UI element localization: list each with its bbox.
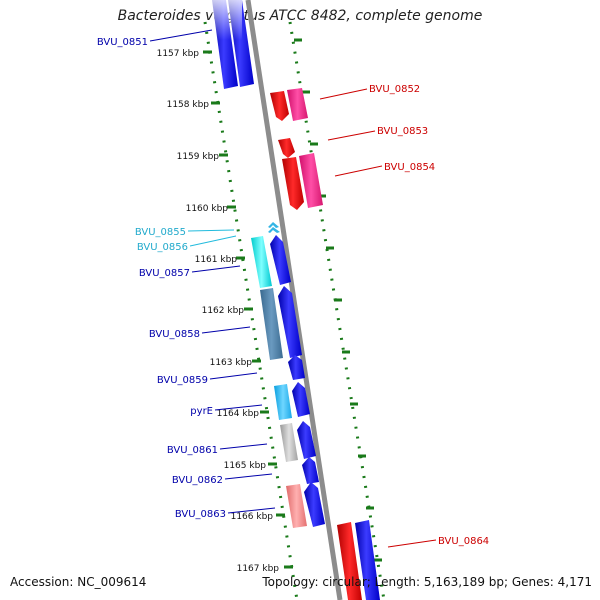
- gene-label[interactable]: BVU_0854: [384, 162, 435, 173]
- gene-feature[interactable]: [278, 138, 295, 158]
- tick-label: 1161 kbp: [195, 255, 238, 265]
- gene-feature[interactable]: [274, 384, 292, 420]
- gene-label[interactable]: BVU_0863: [175, 509, 226, 520]
- cyan-labels: BVU_0855 BVU_0856: [135, 227, 237, 253]
- tick-label: 1159 kbp: [177, 152, 220, 162]
- gene-feature[interactable]: [302, 457, 319, 484]
- gene-feature[interactable]: [270, 235, 291, 285]
- gene-feature[interactable]: [292, 382, 310, 417]
- gene-feature[interactable]: [355, 520, 380, 600]
- forward-strand-features: [270, 88, 323, 210]
- gene-feature[interactable]: [280, 423, 298, 462]
- forward-labels: BVU_0852 BVU_0853 BVU_0854 BVU_0864: [319, 84, 489, 548]
- reverse-labels: BVU_0851 BVU_0857 BVU_0858 BVU_0859 pyrE…: [97, 29, 276, 520]
- gene-label[interactable]: BVU_0858: [149, 329, 200, 340]
- gene-feature[interactable]: [282, 157, 304, 210]
- tick-label: 1162 kbp: [202, 306, 245, 316]
- tick-label: 1166 kbp: [231, 512, 274, 522]
- kbp-tick-labels: 1157 kbp 1158 kbp 1159 kbp 1160 kbp 1161…: [157, 49, 280, 574]
- gene-label[interactable]: BVU_0855: [135, 227, 186, 238]
- tick-label: 1157 kbp: [157, 49, 200, 59]
- gene-feature[interactable]: [251, 236, 272, 288]
- tick-label: 1167 kbp: [237, 564, 280, 574]
- gene-feature[interactable]: [270, 91, 289, 121]
- gene-label[interactable]: BVU_0853: [377, 126, 428, 137]
- gene-feature[interactable]: [286, 484, 307, 528]
- gene-feature[interactable]: [337, 522, 362, 600]
- right-major-ticks: [294, 38, 382, 562]
- gene-feature[interactable]: [278, 286, 302, 358]
- gene-feature[interactable]: [268, 227, 280, 233]
- gene-feature[interactable]: [268, 222, 279, 228]
- gene-feature[interactable]: [288, 355, 305, 380]
- gene-label[interactable]: BVU_0856: [137, 242, 188, 253]
- gene-feature[interactable]: [304, 482, 325, 527]
- gene-label[interactable]: BVU_0859: [157, 375, 208, 386]
- tick-label: 1158 kbp: [167, 100, 210, 110]
- gene-label[interactable]: pyrE: [190, 406, 213, 417]
- gene-feature[interactable]: [297, 421, 316, 459]
- tick-label: 1165 kbp: [224, 461, 267, 471]
- gene-label[interactable]: BVU_0851: [97, 37, 148, 48]
- genome-backbone: [245, 0, 343, 600]
- gene-label[interactable]: BVU_0864: [438, 536, 489, 547]
- gene-label[interactable]: BVU_0862: [172, 475, 223, 486]
- map-title: Bacteroides vulgatus ATCC 8482, complete…: [117, 8, 483, 24]
- gene-label[interactable]: BVU_0852: [369, 84, 420, 95]
- tick-label: 1163 kbp: [210, 358, 253, 368]
- gene-feature[interactable]: [299, 153, 323, 208]
- gene-feature[interactable]: [287, 88, 308, 121]
- tick-label: 1164 kbp: [217, 409, 260, 419]
- tick-label: 1160 kbp: [186, 204, 229, 214]
- reverse-strand-features: [212, 0, 380, 600]
- left-major-ticks: [203, 50, 293, 569]
- gene-label[interactable]: BVU_0861: [167, 445, 218, 456]
- gene-label[interactable]: BVU_0857: [139, 268, 190, 279]
- accession-text: Accession: NC_009614: [10, 575, 147, 589]
- gene-feature[interactable]: [260, 288, 283, 360]
- topology-summary: Topology: circular; Length: 5,163,189 bp…: [262, 575, 592, 589]
